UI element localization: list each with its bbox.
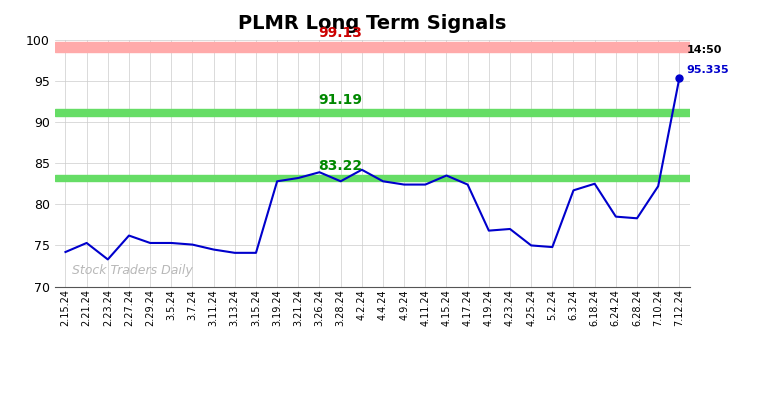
- Title: PLMR Long Term Signals: PLMR Long Term Signals: [238, 14, 506, 33]
- Text: 91.19: 91.19: [318, 93, 363, 107]
- Text: 83.22: 83.22: [318, 159, 363, 173]
- Bar: [55, 42, 690, 52]
- Bar: [55, 109, 690, 115]
- Text: 95.335: 95.335: [686, 64, 729, 74]
- Text: 99.13: 99.13: [319, 26, 362, 40]
- Text: Stock Traders Daily: Stock Traders Daily: [72, 264, 193, 277]
- Bar: [55, 175, 690, 181]
- Text: 14:50: 14:50: [686, 45, 721, 55]
